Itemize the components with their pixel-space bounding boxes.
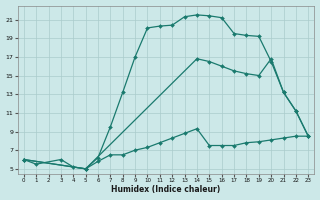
X-axis label: Humidex (Indice chaleur): Humidex (Indice chaleur): [111, 185, 221, 194]
